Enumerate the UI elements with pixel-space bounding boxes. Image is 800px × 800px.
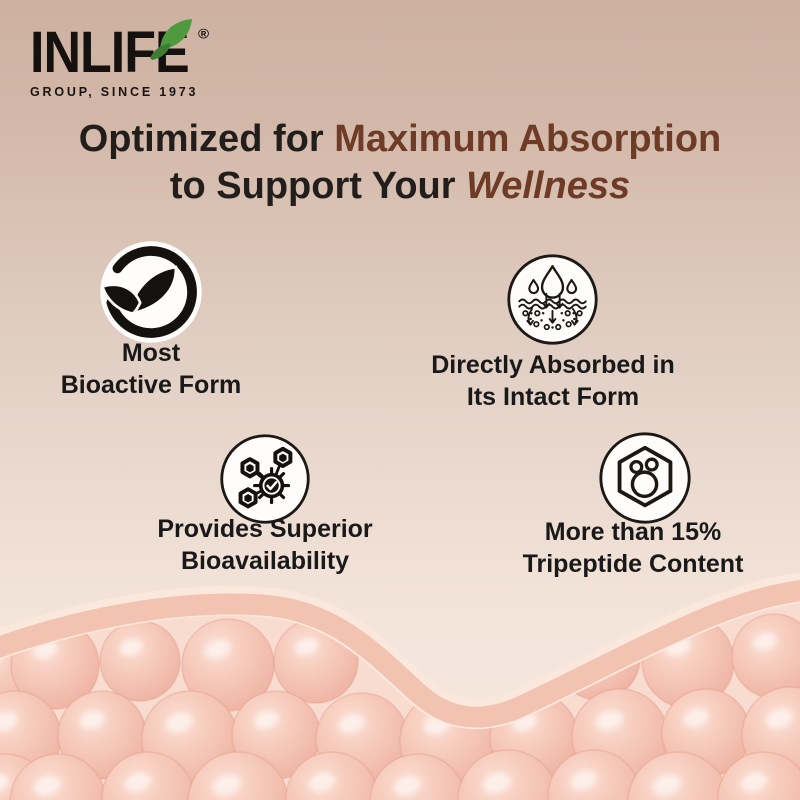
brand-logo: INLIFE ® GROUP, SINCE 1973	[30, 19, 220, 99]
collagen-bubbles-illustration	[0, 572, 800, 800]
headline-accent-2: Wellness	[466, 165, 631, 207]
headline-accent-1: Maximum Absorption	[334, 118, 722, 160]
feature-label-absorbed: Directly Absorbed in Its Intact Form	[431, 351, 675, 411]
headline-line-2: to Support Your Wellness	[169, 165, 631, 207]
brand-tagline: GROUP, SINCE 1973	[30, 85, 199, 99]
molecule-check-icon	[220, 434, 310, 524]
feature-label-bioactive: Most Bioactive Form	[60, 339, 242, 399]
leaf-icon	[150, 19, 192, 60]
skin-absorption-icon	[507, 254, 598, 345]
feature-label-bioavailability: Provides Superior Bioavailability	[157, 515, 373, 575]
leaf-emblem-icon	[100, 241, 202, 343]
peptide-hexagon-icon	[599, 432, 691, 524]
headline-line-1: Optimized for Maximum Absorption	[78, 118, 722, 160]
feature-label-tripeptide: More than 15% Tripeptide Content	[522, 518, 744, 578]
headline: Optimized for Maximum Absorption to Supp…	[0, 116, 800, 210]
registered-trademark: ®	[198, 26, 210, 43]
